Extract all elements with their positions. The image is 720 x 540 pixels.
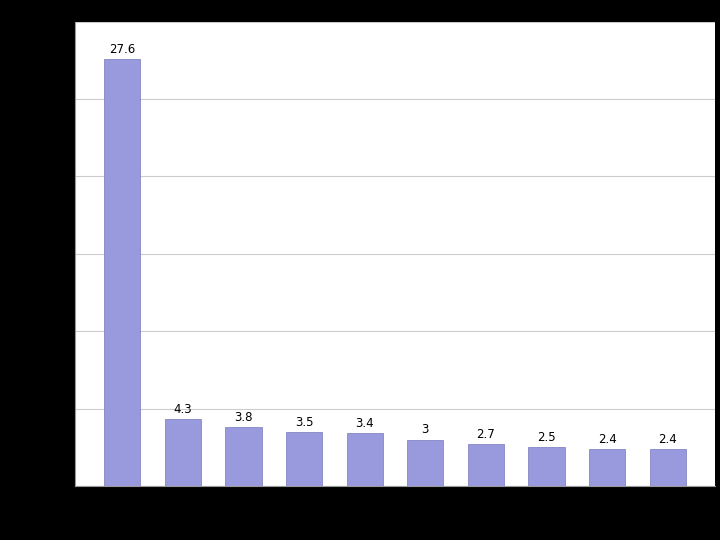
Text: 3.8: 3.8 [234, 411, 253, 424]
Text: 2.4: 2.4 [658, 433, 677, 446]
Text: 2.7: 2.7 [477, 428, 495, 441]
Bar [346, 434, 383, 486]
Bar [225, 427, 261, 486]
Bar [649, 449, 686, 486]
Bar [407, 440, 444, 486]
Text: 3.5: 3.5 [295, 416, 313, 429]
Text: 27.6: 27.6 [109, 43, 135, 56]
Text: 4.3: 4.3 [174, 403, 192, 416]
Bar [528, 447, 564, 486]
Text: 2.5: 2.5 [537, 431, 556, 444]
Text: 3: 3 [422, 423, 429, 436]
Text: 3.4: 3.4 [356, 417, 374, 430]
Bar [286, 432, 323, 486]
Bar [468, 444, 504, 486]
Bar [104, 59, 140, 486]
Bar [589, 449, 625, 486]
Text: 2.4: 2.4 [598, 433, 616, 446]
Bar [165, 420, 201, 486]
